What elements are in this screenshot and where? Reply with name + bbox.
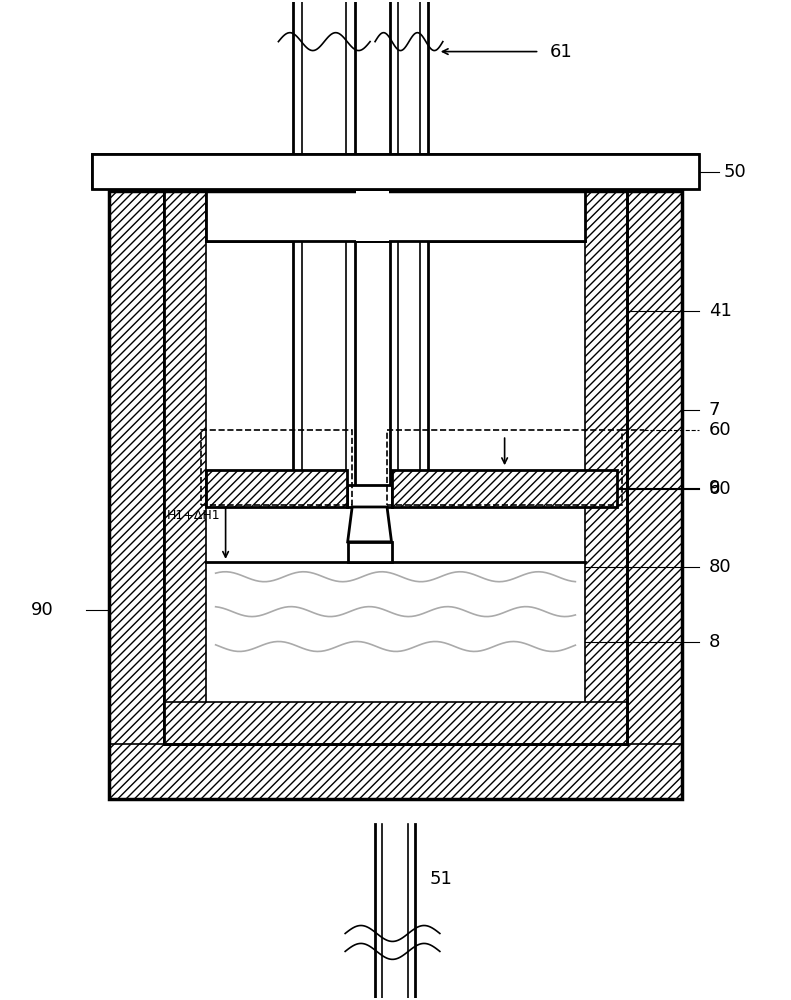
Bar (92, 154, 699, 189)
Bar (109, 744, 682, 799)
Text: 41: 41 (709, 302, 732, 320)
Polygon shape (348, 507, 392, 542)
Bar (164, 702, 627, 744)
Bar (356, 191, 389, 241)
Bar (164, 191, 206, 744)
Bar (392, 470, 617, 507)
Bar (627, 191, 682, 799)
Bar (201, 430, 352, 505)
Text: 7: 7 (709, 401, 721, 419)
Bar (347, 485, 392, 507)
Text: 90: 90 (32, 601, 54, 619)
Bar (92, 154, 699, 189)
Text: 61: 61 (550, 43, 572, 61)
Bar (348, 542, 392, 562)
Text: 80: 80 (709, 558, 732, 576)
Bar (164, 191, 627, 744)
Text: 50: 50 (724, 163, 747, 181)
Bar (206, 192, 585, 701)
Bar (109, 191, 164, 799)
Text: 60: 60 (709, 480, 732, 498)
Text: 60: 60 (709, 421, 732, 439)
Text: 9: 9 (709, 479, 721, 497)
Text: H1+ΔH1: H1+ΔH1 (167, 509, 221, 522)
Bar (165, 192, 626, 743)
Text: 8: 8 (709, 633, 721, 651)
Bar (206, 191, 585, 241)
Bar (387, 430, 623, 505)
Bar (585, 191, 627, 744)
Bar (206, 470, 347, 507)
Text: 51: 51 (430, 870, 452, 888)
Bar (109, 191, 682, 799)
